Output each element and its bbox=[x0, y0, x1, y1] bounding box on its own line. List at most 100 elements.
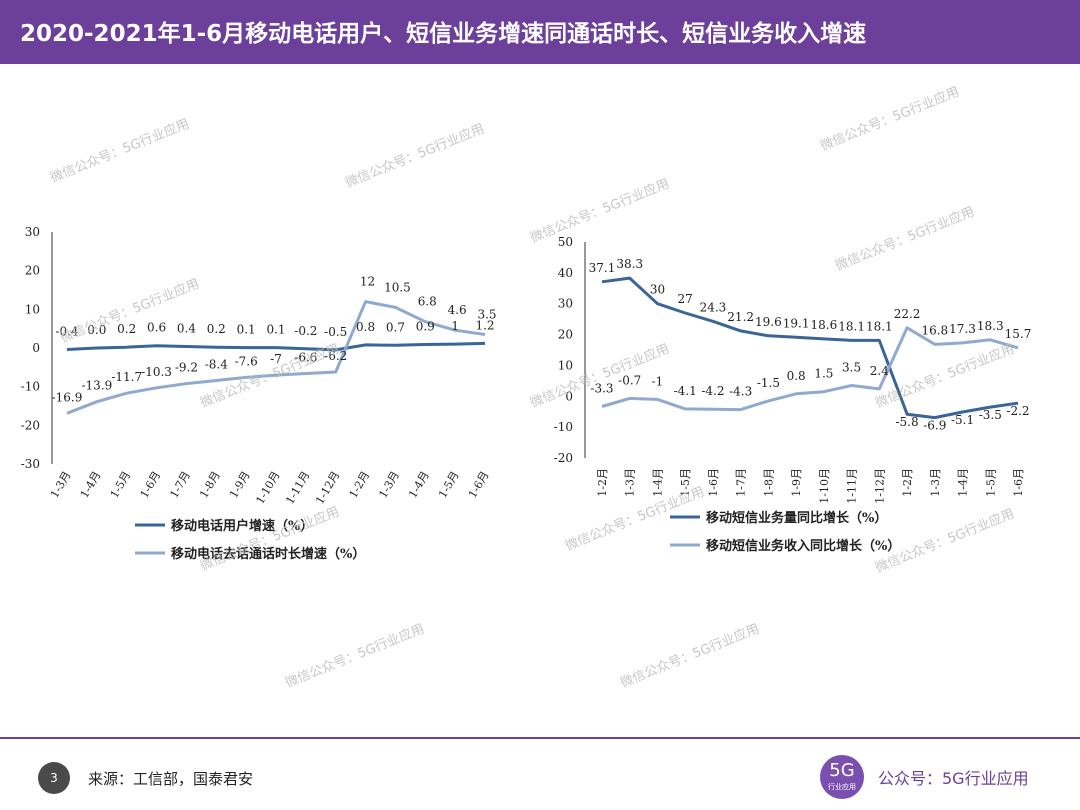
data-label: 18.1 bbox=[866, 319, 893, 333]
y-tick-label: -10 bbox=[21, 380, 40, 394]
data-label: -3.3 bbox=[590, 381, 613, 395]
data-label: -0.5 bbox=[324, 325, 347, 339]
x-tick-label: 1-11月 bbox=[846, 468, 859, 504]
data-label: -4.2 bbox=[701, 384, 724, 398]
x-tick-label: 1-7月 bbox=[735, 468, 748, 497]
data-label: 18.1 bbox=[838, 319, 865, 333]
series-line bbox=[601, 276, 1019, 420]
data-label: 12 bbox=[360, 275, 375, 289]
data-label: -3.5 bbox=[979, 408, 1002, 422]
data-label: -1.5 bbox=[757, 376, 780, 390]
x-tick-label: 1-9月 bbox=[790, 468, 803, 497]
data-label: -4.1 bbox=[674, 384, 697, 398]
data-label: -16.9 bbox=[52, 390, 83, 404]
x-tick-label: 1-12月 bbox=[313, 469, 342, 506]
data-label: -7 bbox=[270, 352, 282, 366]
data-label: -7.6 bbox=[235, 354, 258, 368]
x-tick-label: 1-5月 bbox=[436, 469, 462, 500]
page-number: 3 bbox=[38, 762, 70, 794]
data-label: 1 bbox=[451, 319, 459, 333]
data-label: -2.2 bbox=[1006, 404, 1029, 418]
data-label: 18.3 bbox=[977, 319, 1004, 333]
data-label: -6.6 bbox=[294, 351, 317, 365]
data-label: 38.3 bbox=[616, 257, 643, 271]
watermark: 微信公众号：5G行业应用 bbox=[283, 621, 427, 692]
x-tick-label: 1-6月 bbox=[707, 468, 720, 497]
watermark: 微信公众号：5G行业应用 bbox=[618, 621, 762, 692]
data-label: 22.2 bbox=[894, 307, 921, 321]
y-tick-label: 10 bbox=[25, 302, 40, 316]
data-label: 16.8 bbox=[921, 323, 948, 337]
data-label: 17.3 bbox=[949, 322, 976, 336]
y-tick-label: -20 bbox=[554, 451, 573, 465]
x-tick-label: 1-3月 bbox=[624, 468, 637, 497]
y-tick-label: -20 bbox=[21, 418, 40, 432]
logo-text: 5G bbox=[829, 760, 855, 781]
data-label: 6.8 bbox=[418, 295, 437, 309]
watermark: 微信公众号：5G行业应用 bbox=[818, 84, 962, 155]
y-tick-label: 30 bbox=[558, 297, 573, 311]
legend-label: 移动电话用户增速（%） bbox=[171, 518, 313, 534]
account-name: 公众号：5G行业应用 bbox=[878, 769, 1029, 788]
x-tick-label: 1-4月 bbox=[651, 468, 664, 497]
data-label: 0.0 bbox=[87, 323, 106, 337]
y-tick-label: 30 bbox=[25, 225, 40, 239]
data-label: -5.8 bbox=[895, 415, 918, 429]
data-label: 19.1 bbox=[783, 316, 810, 330]
data-label: -1 bbox=[652, 374, 664, 388]
legend-label: 移动短信业务收入同比增长（%） bbox=[706, 538, 900, 554]
x-tick-label: 1-6月 bbox=[1012, 468, 1025, 497]
data-label: 21.2 bbox=[727, 310, 754, 324]
data-label: -11.7 bbox=[111, 370, 142, 384]
data-label: 27 bbox=[678, 292, 693, 306]
series-line bbox=[601, 326, 1019, 412]
data-label: 0.4 bbox=[177, 321, 196, 335]
data-label: 10.5 bbox=[384, 280, 411, 294]
x-tick-label: 1-7月 bbox=[167, 469, 193, 500]
x-tick-label: 1-4月 bbox=[957, 468, 970, 497]
data-label: -8.4 bbox=[205, 357, 229, 371]
x-tick-label: 1-6月 bbox=[466, 469, 492, 500]
x-tick-label: 1-3月 bbox=[929, 468, 942, 497]
data-label: 24.3 bbox=[700, 300, 727, 314]
y-tick-label: 40 bbox=[558, 266, 573, 280]
x-tick-label: 1-11月 bbox=[283, 469, 312, 506]
data-label: 0.1 bbox=[237, 323, 256, 337]
watermark: 微信公众号：5G行业应用 bbox=[343, 121, 487, 192]
data-label: 2.4 bbox=[870, 364, 889, 378]
y-tick-label: 10 bbox=[558, 358, 573, 372]
data-label: -4.3 bbox=[729, 385, 752, 399]
y-tick-label: 0 bbox=[32, 341, 40, 355]
data-label: -0.7 bbox=[618, 373, 641, 387]
x-tick-label: 1-5月 bbox=[108, 469, 134, 500]
chart-right: 50 40 30 20 10 0 -10 -20 1-2月 1-3月 1-4月 1-5月 1-6月 1-7… bbox=[554, 235, 1032, 554]
x-tick-label: 1-6月 bbox=[138, 469, 164, 500]
data-label: 4.6 bbox=[448, 303, 467, 317]
data-label: 0.9 bbox=[416, 320, 435, 334]
y-tick-label: 0 bbox=[565, 389, 573, 403]
brand-logo: 5G 行业应用 bbox=[820, 755, 864, 799]
series-line bbox=[66, 341, 486, 352]
data-label: -0.4 bbox=[55, 325, 79, 339]
x-tick-label: 1-8月 bbox=[197, 469, 223, 500]
data-label: 0.2 bbox=[207, 322, 226, 336]
x-tick-label: 1-2月 bbox=[596, 468, 609, 497]
data-label: -0.2 bbox=[294, 324, 317, 338]
y-tick-label: 20 bbox=[558, 328, 573, 342]
x-tick-label: 1-9月 bbox=[227, 469, 253, 500]
data-label: 1.2 bbox=[475, 318, 494, 332]
data-label: 0.6 bbox=[147, 321, 166, 335]
data-label: 30 bbox=[650, 283, 665, 297]
x-tick-label: 1-10月 bbox=[818, 468, 831, 504]
data-label: -6.9 bbox=[923, 419, 946, 433]
y-tick-label: -30 bbox=[21, 457, 40, 471]
footer-divider bbox=[0, 737, 1080, 739]
data-label: 0.8 bbox=[356, 320, 375, 334]
x-tick-label: 1-8月 bbox=[762, 468, 775, 497]
series-line bbox=[66, 300, 486, 415]
data-label: 0.1 bbox=[266, 323, 285, 337]
x-tick-label: 1-10月 bbox=[253, 469, 282, 506]
legend-label: 移动短信业务量同比增长（%） bbox=[706, 510, 887, 526]
title-bar: 2020-2021年1-6月移动电话用户、短信业务增速同通话时长、短信业务收入增… bbox=[0, 0, 1080, 64]
